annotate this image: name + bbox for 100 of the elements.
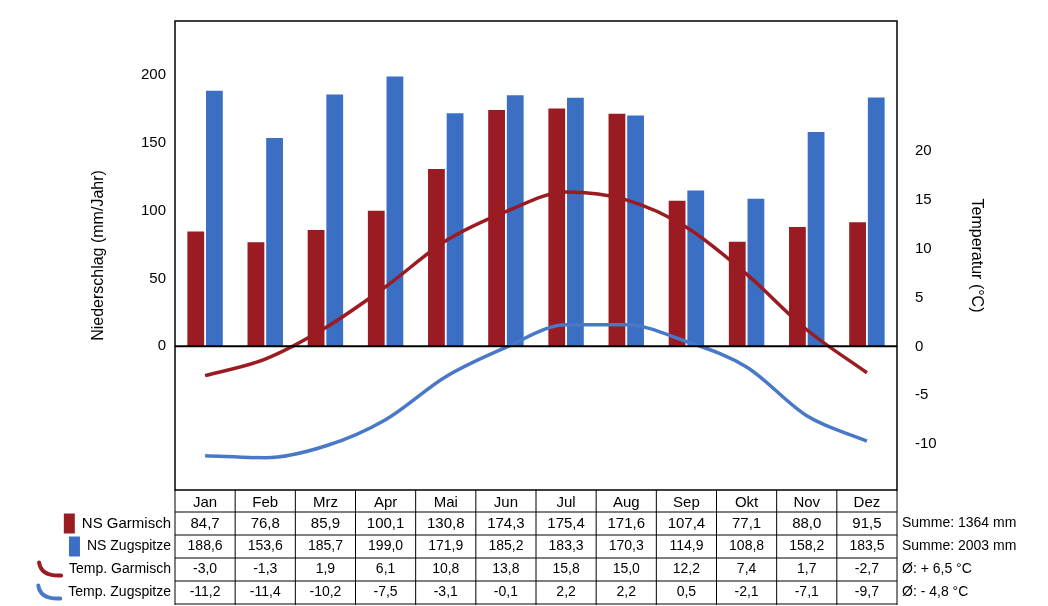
legend-label: Temp. Zugspitze: [68, 583, 172, 600]
data-label: 199,0: [368, 537, 404, 554]
data-label: 183,3: [548, 537, 584, 554]
x-tick-label: Aug: [612, 493, 640, 511]
x-tick-label: Apr: [373, 493, 398, 511]
data-label: -11,4: [249, 583, 281, 600]
bar: [206, 90, 223, 347]
bar: [687, 190, 705, 347]
bar: [747, 198, 765, 347]
data-label: 130,8: [426, 513, 465, 531]
data-label: 171,9: [428, 537, 464, 554]
x-tick-label: Sep: [673, 493, 700, 511]
data-label: -2,7: [854, 560, 880, 577]
bar: [567, 97, 584, 347]
data-label: -11,2: [189, 583, 221, 600]
data-label: -2,1: [734, 583, 759, 600]
data-label: 77,1: [731, 513, 762, 531]
text: Ø: + 6,5 °C: [902, 560, 972, 577]
data-label: 10,8: [432, 560, 460, 577]
x-tick-label: Jul: [556, 493, 576, 511]
data-label: 170,3: [608, 537, 644, 554]
data-label: 174,3: [487, 513, 525, 531]
data-label: 171,6: [607, 513, 646, 531]
data-label: 7,4: [736, 560, 757, 577]
bar: [807, 131, 825, 347]
data-label: -7,1: [794, 583, 820, 600]
x-tick-label: Jan: [192, 493, 218, 511]
data-label: -3,0: [193, 560, 218, 577]
y2-tick-label: 0: [915, 336, 924, 354]
data-label: 84,7: [190, 513, 220, 531]
data-label: 153,6: [247, 537, 283, 554]
legend-label: Temp. Garmisch: [69, 560, 171, 577]
line-series: [203, 323, 869, 460]
data-label: 12,2: [672, 560, 701, 577]
y-tick-label: 100: [140, 200, 166, 218]
x-tick-label: Dez: [853, 493, 881, 511]
bar: [247, 242, 265, 347]
data-label: -3,1: [433, 583, 459, 600]
y-tick-label: 0: [157, 336, 166, 354]
text: Summe: 2003 mm: [902, 537, 1017, 554]
y2-tick-label: -10: [915, 434, 937, 452]
legend-label: NS Garmisch: [81, 513, 171, 531]
data-label: 0,5: [676, 583, 697, 600]
y-tick-label: 200: [140, 65, 166, 83]
data-label: 1,7: [797, 560, 817, 577]
y2-tick-label: 5: [915, 287, 924, 305]
bar: [627, 115, 644, 347]
data-label: 100,1: [366, 513, 405, 531]
data-label: 15,0: [612, 560, 641, 577]
bar: [728, 241, 746, 347]
data-label: 107,4: [667, 513, 706, 531]
data-label: 188,6: [187, 537, 223, 554]
text: Ø: - 4,8 °C: [902, 583, 969, 600]
bar: [446, 113, 464, 347]
x-tick-label: Nov: [793, 493, 821, 511]
legend-label: NS Zugspitze: [86, 537, 172, 554]
data-label: 15,8: [552, 560, 580, 577]
data-label: 91,5: [852, 513, 882, 531]
y-axis-title: Niederschlag (mm/Jahr): [89, 170, 107, 341]
bar: [266, 138, 283, 347]
bar: [506, 95, 524, 347]
y2-tick-label: 20: [915, 141, 932, 159]
data-label: -1,3: [253, 560, 278, 577]
x-tick-label: Mrz: [312, 493, 338, 511]
y2-tick-label: 15: [915, 189, 932, 207]
data-label: 88,0: [792, 513, 822, 531]
y2-tick-label: 10: [915, 238, 932, 256]
text: Summe: 1364 mm: [902, 514, 1017, 531]
data-label: 185,7: [307, 537, 344, 554]
y2-axis-title: Temperatur (°C): [968, 198, 986, 313]
data-label: 114,9: [669, 537, 704, 554]
y-tick-label: 50: [149, 268, 166, 286]
data-label: -0,1: [493, 583, 519, 600]
data-label: 158,2: [789, 537, 825, 554]
data-label: -9,7: [854, 583, 880, 600]
data-label: 2,2: [556, 583, 577, 600]
data-label: 1,9: [315, 560, 336, 577]
bar: [187, 231, 205, 347]
bar: [326, 94, 344, 347]
data-label: -10,2: [309, 583, 342, 600]
data-label: 183,5: [849, 537, 885, 554]
x-tick-label: Jun: [493, 493, 519, 511]
bar: [849, 222, 866, 347]
data-label: 76,8: [250, 513, 280, 531]
bar: [307, 229, 325, 347]
x-tick-label: Okt: [734, 493, 760, 511]
x-tick-label: Mai: [433, 493, 458, 511]
bar: [789, 227, 806, 347]
data-label: 108,8: [729, 537, 765, 554]
data-label: 6,1: [375, 560, 396, 577]
data-label: 85,9: [310, 513, 341, 531]
x-tick-label: Feb: [252, 493, 279, 511]
data-label: 13,8: [492, 560, 520, 577]
bar: [367, 210, 385, 347]
y-tick-label: 150: [140, 133, 166, 151]
bar: [386, 76, 404, 347]
data-label: 2,2: [616, 583, 637, 600]
data-label: -7,5: [373, 583, 398, 600]
bar: [867, 97, 885, 347]
data-label: 175,4: [547, 513, 585, 531]
